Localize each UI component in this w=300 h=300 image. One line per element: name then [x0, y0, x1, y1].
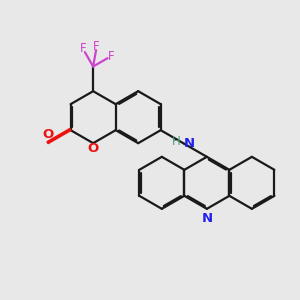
- Text: H: H: [172, 135, 181, 148]
- Text: O: O: [43, 128, 54, 141]
- Text: F: F: [93, 40, 100, 53]
- Text: N: N: [184, 137, 195, 150]
- Text: F: F: [107, 50, 114, 63]
- Text: N: N: [201, 212, 212, 225]
- Text: O: O: [88, 142, 99, 155]
- Text: F: F: [80, 42, 86, 56]
